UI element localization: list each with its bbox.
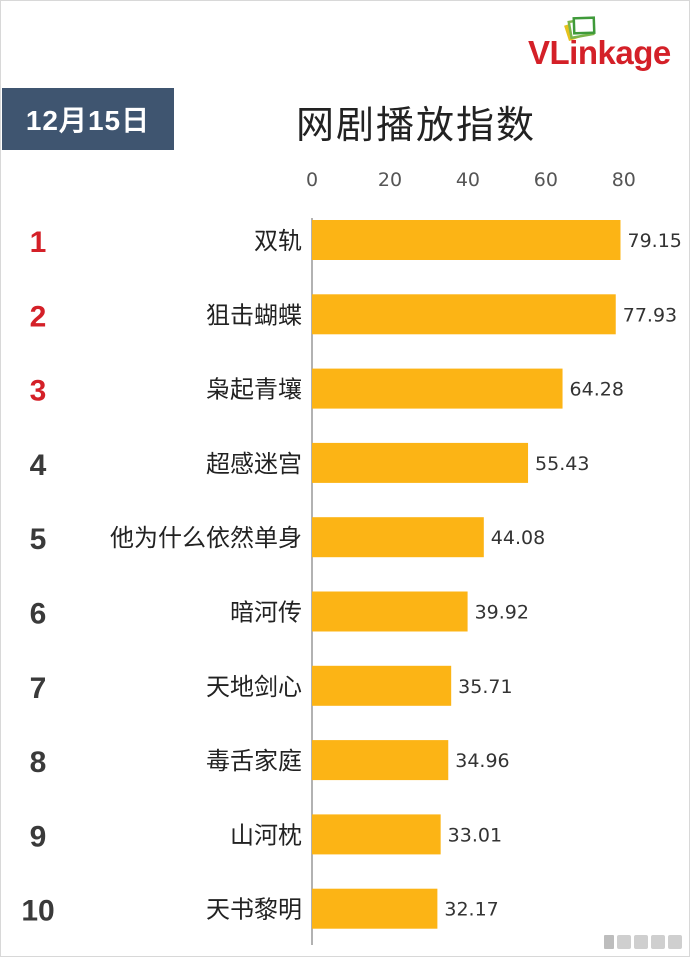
rank-number: 8 [30,746,47,779]
rank-number: 10 [21,895,54,928]
bar [312,368,563,409]
rank-number: 3 [30,375,47,408]
data-label: 34.96 [455,750,509,772]
bar [312,740,449,781]
watermark-logo [604,935,682,949]
watermark-block [617,935,631,949]
watermark-block [651,935,665,949]
bar [312,517,484,558]
bar [312,665,452,706]
data-label: 33.01 [448,824,502,846]
category-label: 天地剑心 [206,673,302,701]
chart-title: 网剧播放指数 [296,103,537,147]
bar [312,814,441,855]
x-tick-label: 60 [534,169,558,191]
date-badge: 12月15日 [2,88,174,150]
data-label: 39.92 [475,602,529,624]
logo-cards-icon [564,16,596,42]
logo-text-age: age [615,34,671,71]
data-label: 44.08 [491,527,545,549]
watermark-mark [604,935,614,949]
x-tick-label: 0 [306,169,318,191]
data-label: 77.93 [623,304,677,326]
category-label: 枭起青壤 [206,376,302,404]
category-label: 毒舌家庭 [206,747,302,775]
data-label: 32.17 [444,899,498,921]
logo-wordmark: VLinkage [528,34,671,72]
data-label: 64.28 [570,379,624,401]
rank-number: 2 [30,300,47,333]
vlinkage-logo: VLinkage [528,14,686,74]
data-label: 55.43 [535,453,589,475]
rank-number: 5 [30,523,47,556]
category-label: 狙击蝴蝶 [206,301,302,329]
bar [312,294,616,335]
x-tick-label: 80 [612,169,636,191]
category-label: 超感迷宫 [206,450,302,478]
rank-number: 9 [30,820,47,853]
bar [312,442,529,483]
x-tick-label: 20 [378,169,402,191]
category-label: 他为什么依然单身 [110,524,302,552]
category-label: 天书黎明 [206,896,302,924]
bar [312,888,438,929]
rank-number: 4 [30,449,47,482]
data-label: 79.15 [628,230,682,252]
logo-text-vlink: VLink [528,34,616,71]
rank-number: 7 [30,672,47,705]
x-tick-label: 40 [456,169,480,191]
rank-number: 1 [30,226,47,259]
category-label: 暗河传 [230,599,302,627]
rank-number: 6 [30,598,47,631]
bar [312,591,468,632]
watermark-block [634,935,648,949]
bar-chart: 0 20 40 60 80 79.15 双轨 1 77.93 狙击蝴蝶 2 64.28 枭起青壤 3 55.… [21,169,682,945]
bar [312,220,621,260]
category-label: 双轨 [254,227,302,255]
watermark-block [668,935,682,949]
data-label: 35.71 [458,676,512,698]
category-label: 山河枕 [230,821,302,849]
